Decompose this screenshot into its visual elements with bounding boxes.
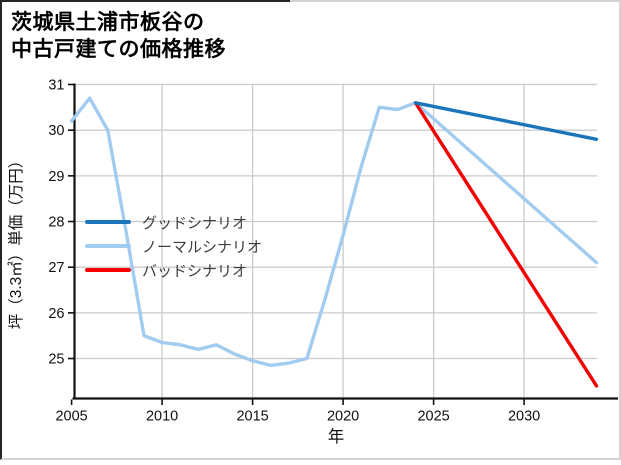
chart-frame-top-edge [0, 0, 290, 2]
legend-line-swatch [85, 220, 131, 224]
series-line-0 [413, 101, 599, 142]
legend-line-swatch [85, 268, 131, 272]
x-tick-label: 2020 [327, 409, 359, 425]
legend-item: ノーマルシナリオ [85, 234, 262, 258]
series-line-1 [69, 96, 599, 368]
x-tick-label: 2015 [236, 409, 268, 425]
chart-legend: グッドシナリオ ノーマルシナリオ バッドシナリオ [85, 210, 262, 282]
legend-label: グッドシナリオ [142, 214, 248, 232]
y-tick-label: 25 [48, 352, 64, 368]
y-tick-label: 26 [48, 306, 64, 322]
series-line-2 [413, 101, 599, 388]
chart-title-line1: 茨城県土浦市板谷の [11, 11, 205, 34]
y-tick-label: 27 [48, 260, 64, 276]
x-tick-label: 2025 [417, 409, 449, 425]
y-tick-label: 28 [48, 215, 64, 231]
legend-line-swatch [85, 244, 131, 248]
y-tick-label: 30 [48, 123, 64, 139]
x-tick-label: 2010 [146, 409, 178, 425]
legend-label: バッドシナリオ [142, 262, 248, 280]
y-tick-label: 29 [48, 169, 64, 185]
x-tick-label: 2030 [508, 409, 540, 425]
y-tick-label: 31 [48, 78, 64, 94]
legend-item: バッドシナリオ [85, 258, 262, 282]
chart-title: 茨城県土浦市板谷の 中古戸建ての価格推移 [11, 9, 226, 63]
x-tick-label: 2005 [55, 409, 87, 425]
chart-title-line2: 中古戸建ての価格推移 [11, 38, 226, 61]
legend-item: グッドシナリオ [85, 210, 262, 234]
legend-label: ノーマルシナリオ [142, 238, 263, 256]
x-axis-title: 年 [328, 427, 345, 446]
y-axis-title: 坪（3.3㎡）単価（万円） [7, 153, 25, 330]
